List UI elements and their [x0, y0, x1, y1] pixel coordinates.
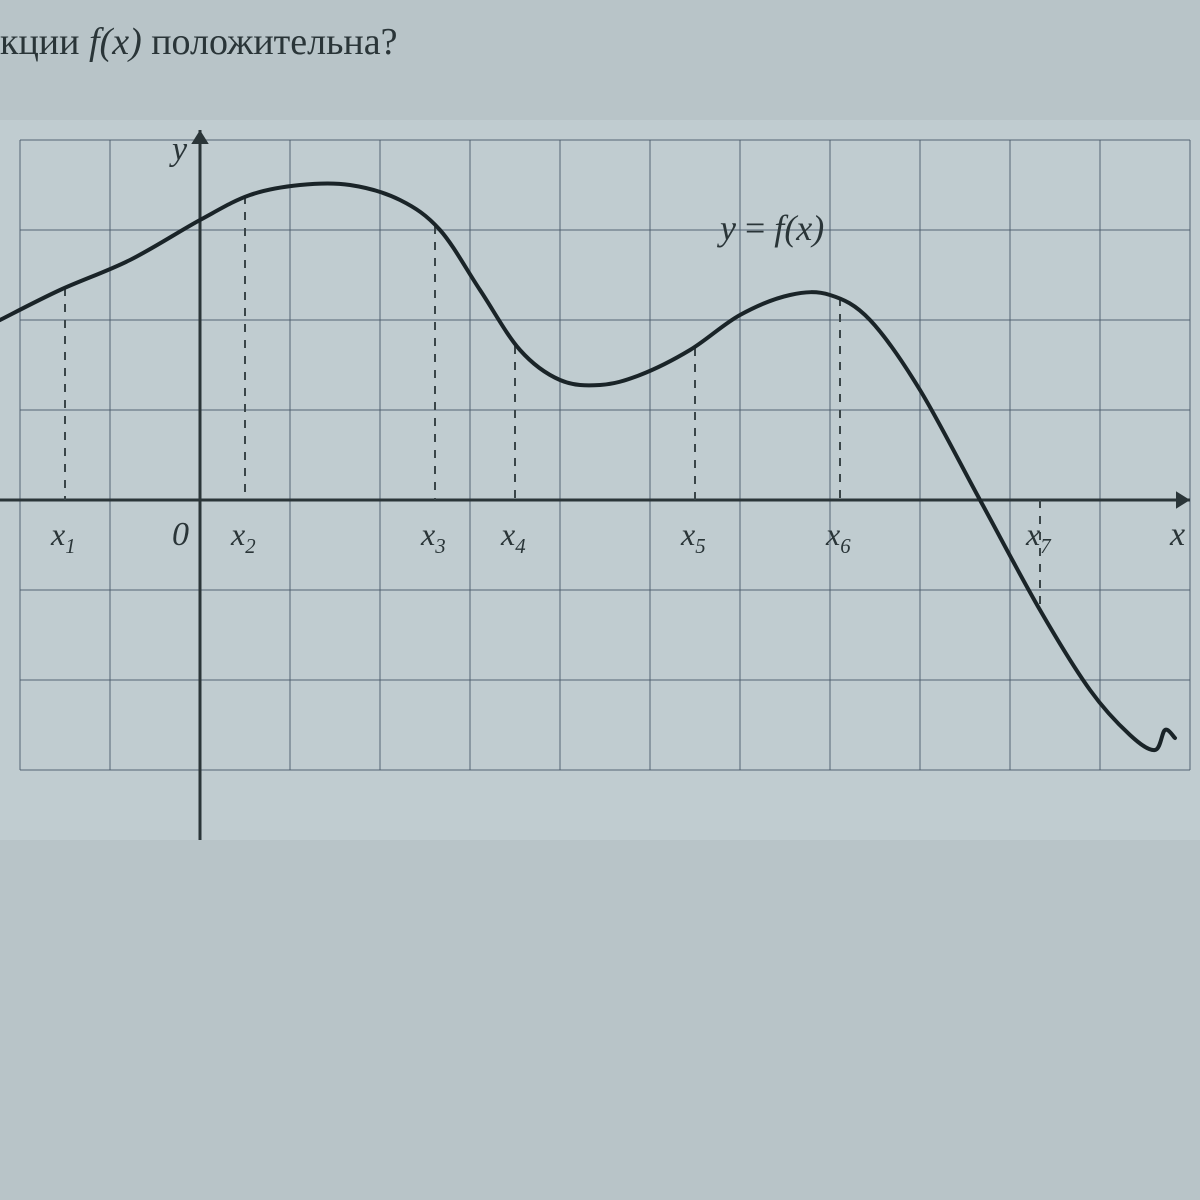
question-prefix: кции — [0, 21, 89, 63]
chart-svg: yx0x1x2x3x4x5x6x7y = f(x) — [0, 120, 1200, 840]
origin-label: 0 — [172, 516, 189, 553]
y-axis-label: y — [169, 131, 188, 168]
function-label: y = f(x) — [717, 208, 824, 248]
question-text: кции f(x) положительна? — [0, 20, 398, 64]
question-fx: f(x) — [89, 21, 142, 63]
x-axis-label: x — [1169, 516, 1185, 553]
function-chart: yx0x1x2x3x4x5x6x7y = f(x) — [0, 120, 1200, 840]
question-suffix: положительна? — [142, 21, 398, 63]
